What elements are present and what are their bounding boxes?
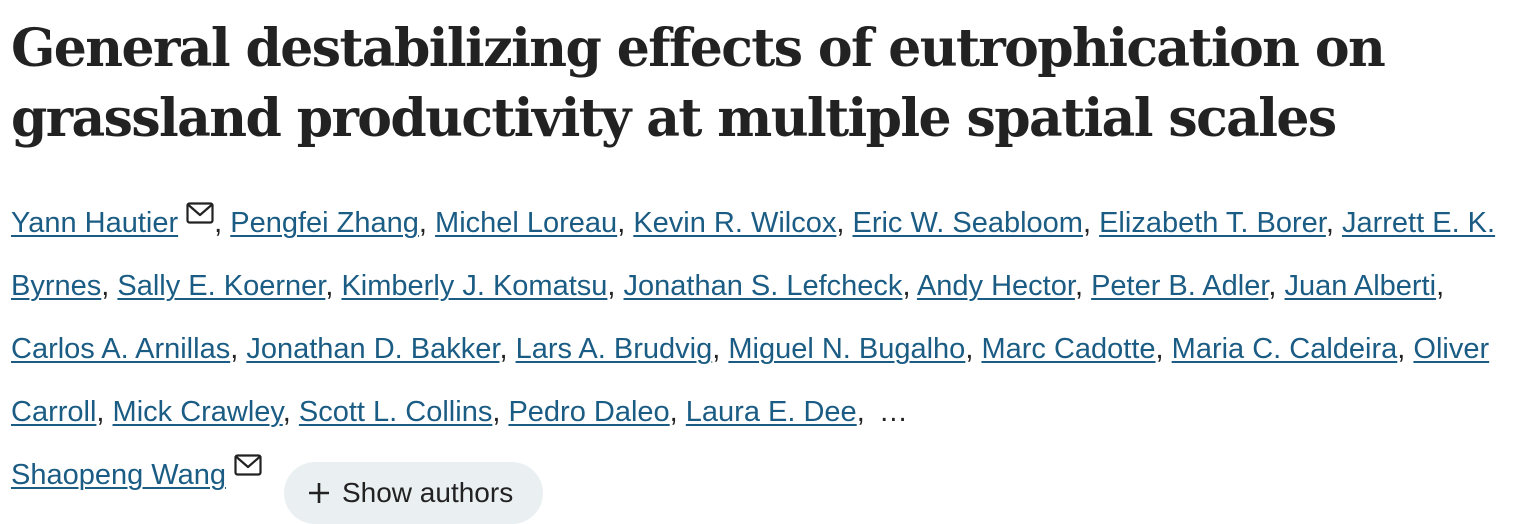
- author-link[interactable]: Laura E. Dee: [685, 396, 857, 428]
- author-item: Eric W. Seabloom,: [852, 207, 1099, 239]
- author-separator: ,: [101, 270, 118, 302]
- author-link[interactable]: Peter B. Adler: [1091, 270, 1269, 302]
- author-link[interactable]: Kevin R. Wilcox: [633, 207, 837, 239]
- author-link[interactable]: Michel Loreau: [435, 207, 618, 239]
- author-item: Carlos A. Arnillas,: [11, 333, 246, 365]
- author-separator: ,: [712, 333, 729, 365]
- author-item: Laura E. Dee,: [686, 396, 873, 428]
- author-separator: ,: [965, 333, 982, 365]
- author-link[interactable]: Jonathan S. Lefcheck: [623, 270, 903, 302]
- author-item: Kimberly J. Komatsu,: [341, 270, 623, 302]
- author-item: Lars A. Brudvig,: [516, 333, 729, 365]
- author-link[interactable]: Jarrett E. K. Byrnes: [11, 207, 1496, 302]
- author-item: Jarrett E. K. Byrnes,: [11, 207, 1495, 302]
- author-item: Andy Hector,: [917, 270, 1091, 302]
- author-item: Peter B. Adler,: [1091, 270, 1284, 302]
- author-link[interactable]: Scott L. Collins: [298, 396, 493, 428]
- author-link[interactable]: Carlos A. Arnillas: [11, 333, 231, 365]
- author-item: Pedro Daleo,: [508, 396, 685, 428]
- mail-icon[interactable]: [234, 454, 262, 476]
- author-link[interactable]: Kimberly J. Komatsu: [341, 270, 608, 302]
- author-separator: ,: [1397, 333, 1414, 365]
- author-separator: ,: [214, 207, 231, 239]
- author-item: Juan Alberti,: [1285, 270, 1445, 302]
- author-separator: ,: [96, 396, 113, 428]
- author-separator: ,: [418, 207, 436, 239]
- article-title: General destabilizing effects of eutroph…: [11, 18, 1386, 149]
- article-header: General destabilizing effects of eutroph…: [11, 14, 1511, 524]
- author-link[interactable]: Jonathan D. Bakker: [246, 333, 500, 365]
- author-link[interactable]: Mick Crawley: [112, 396, 283, 428]
- author-item: Jonathan S. Lefcheck,: [624, 270, 917, 302]
- author-separator: ,: [1325, 207, 1342, 239]
- author-link[interactable]: Miguel N. Bugalho: [728, 333, 966, 365]
- author-link[interactable]: Pedro Daleo: [508, 396, 670, 428]
- author-separator: ,: [1155, 333, 1172, 365]
- author-separator: ,: [1436, 270, 1445, 302]
- author-link[interactable]: Oliver Carroll: [11, 333, 1490, 428]
- author-link[interactable]: Elizabeth T. Borer: [1099, 207, 1326, 239]
- author-separator: ,: [325, 270, 342, 302]
- author-link[interactable]: Yann Hautier: [11, 207, 179, 239]
- plus-icon: [308, 483, 329, 503]
- author-item: Jonathan D. Bakker,: [246, 333, 515, 365]
- author-link[interactable]: Juan Alberti: [1284, 270, 1437, 302]
- author-item: Yann Hautier,: [11, 202, 231, 239]
- author-link[interactable]: Pengfei Zhang: [230, 207, 419, 239]
- author-separator: ,: [282, 396, 299, 428]
- author-item: Pengfei Zhang,: [230, 207, 435, 239]
- author-separator: ,: [669, 396, 686, 428]
- show-authors-label: Show authors: [341, 477, 514, 508]
- author-item: Oliver Carroll,: [11, 333, 1489, 428]
- author-separator: ,: [1074, 270, 1092, 302]
- author-item: Maria C. Caldeira,: [1172, 333, 1414, 365]
- author-separator: ,: [499, 333, 516, 365]
- author-item: Miguel N. Bugalho,: [728, 333, 981, 365]
- author-item: Elizabeth T. Borer,: [1099, 207, 1342, 239]
- author-link[interactable]: Shaopeng Wang: [11, 459, 226, 491]
- author-separator: ,: [856, 396, 873, 428]
- author-separator: ,: [1268, 270, 1285, 302]
- author-item: Michel Loreau,: [435, 207, 633, 239]
- author-link[interactable]: Lars A. Brudvig: [515, 333, 713, 365]
- author-separator: ,: [902, 270, 917, 302]
- author-list-ellipsis: …: [878, 396, 908, 428]
- author-separator: ,: [1082, 207, 1100, 239]
- author-link[interactable]: Andy Hector: [916, 270, 1075, 302]
- author-separator: ,: [617, 207, 634, 239]
- author-item: Mick Crawley,: [113, 396, 299, 428]
- author-separator: ,: [836, 207, 853, 239]
- author-separator: ,: [230, 333, 247, 365]
- author-separator: ,: [492, 396, 509, 428]
- author-item: Sally E. Koerner,: [117, 270, 341, 302]
- author-link[interactable]: Sally E. Koerner: [117, 270, 326, 302]
- author-list: Yann Hautier, Pengfei Zhang, Michel Lore…: [11, 192, 1511, 524]
- author-item: Scott L. Collins,: [299, 396, 509, 428]
- show-authors-button[interactable]: Show authors: [283, 462, 544, 524]
- author-link[interactable]: Eric W. Seabloom: [852, 207, 1083, 239]
- author-item: Marc Cadotte,: [981, 333, 1171, 365]
- author-item: Kevin R. Wilcox,: [633, 207, 852, 239]
- author-link[interactable]: Marc Cadotte: [981, 333, 1156, 365]
- author-separator: ,: [607, 270, 624, 302]
- mail-icon[interactable]: [186, 202, 214, 224]
- author-last: Shaopeng Wang: [11, 454, 262, 491]
- author-link[interactable]: Maria C. Caldeira: [1171, 333, 1398, 365]
